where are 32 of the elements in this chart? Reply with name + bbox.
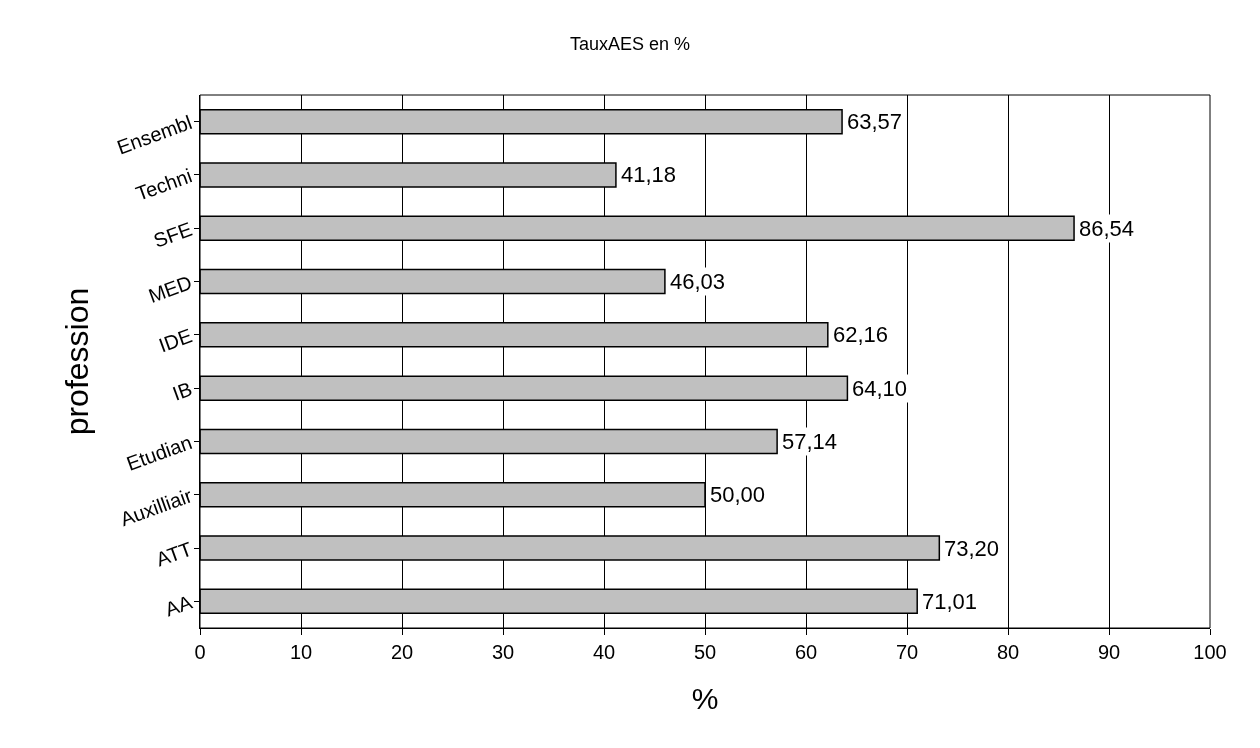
x-tick-label: 20 xyxy=(390,641,414,663)
x-tick-label: 80 xyxy=(996,641,1020,663)
x-tick-label: 60 xyxy=(794,641,818,663)
data-label: 73,20 xyxy=(944,536,1000,561)
y-tick-label: SFE xyxy=(150,217,195,252)
data-label: 86,54 xyxy=(1079,216,1135,241)
y-tick-label: AA xyxy=(162,590,196,621)
y-tick-label: IB xyxy=(169,377,195,405)
y-tick-label: MED xyxy=(145,271,195,307)
y-tick-label: ATT xyxy=(153,537,195,571)
chart-title: TauxAES en % xyxy=(569,34,691,54)
data-label: 63,57 xyxy=(847,109,903,134)
y-tick-label: Techni xyxy=(132,164,195,205)
x-tick-label: 100 xyxy=(1193,641,1227,663)
y-tick-label: Etudian xyxy=(123,430,195,475)
x-tick-label: 0 xyxy=(194,641,206,663)
data-label: 62,16 xyxy=(833,322,889,347)
data-label: 57,14 xyxy=(782,429,838,454)
x-axis-title: % xyxy=(691,681,719,715)
x-tick-label: 10 xyxy=(289,641,313,663)
x-tick-label: 40 xyxy=(592,641,616,663)
y-axis-title: profession xyxy=(59,287,96,436)
x-tick-label: 50 xyxy=(693,641,717,663)
x-tick-label: 90 xyxy=(1097,641,1121,663)
data-label: 50,00 xyxy=(710,482,766,507)
data-label: 41,18 xyxy=(621,162,677,187)
data-label: 46,03 xyxy=(670,269,726,294)
data-label: 64,10 xyxy=(852,376,908,401)
y-tick-label: IDE xyxy=(155,324,195,357)
data-label: 71,01 xyxy=(922,589,978,614)
x-tick-label: 30 xyxy=(491,641,515,663)
x-tick-label: 70 xyxy=(895,641,919,663)
